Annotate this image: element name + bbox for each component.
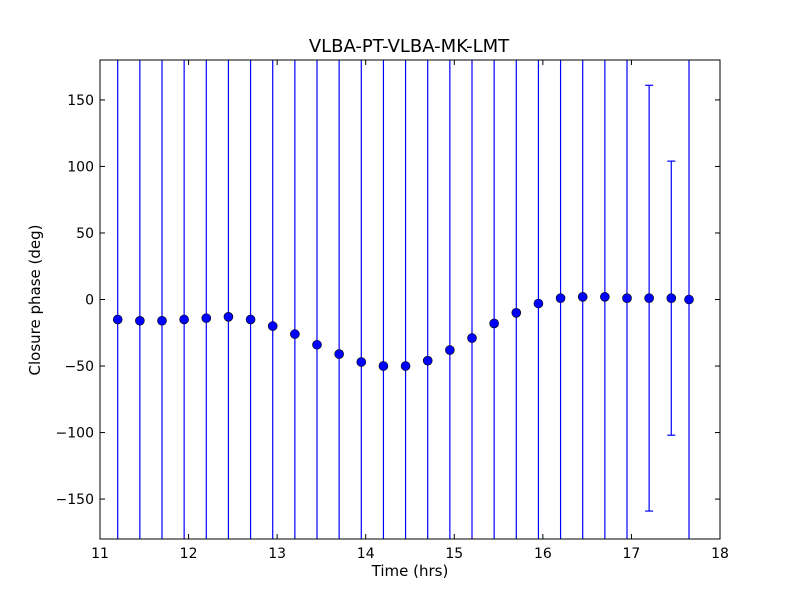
- data-point: [201, 313, 212, 323]
- data-point: [157, 315, 167, 326]
- x-tick-label: 16: [534, 546, 552, 562]
- y-tick-label: −150: [56, 492, 94, 508]
- y-tick-label: −100: [56, 426, 94, 442]
- data-point: [533, 298, 544, 309]
- y-tick-label: −50: [64, 359, 94, 375]
- data-point: [511, 308, 522, 318]
- data-point: [422, 355, 433, 366]
- data-point: [312, 339, 322, 350]
- data-point: [555, 293, 566, 303]
- data-point: [600, 292, 610, 302]
- data-point: [290, 329, 300, 339]
- data-point: [622, 293, 632, 303]
- data-point: [400, 361, 411, 371]
- x-tick-label: 14: [357, 546, 375, 562]
- y-tick-label: 0: [85, 293, 94, 309]
- plot-area: [112, 60, 694, 539]
- y-tick-label: 150: [67, 93, 94, 109]
- x-axis-label: Time (hrs): [371, 562, 449, 580]
- data-point: [378, 361, 389, 371]
- data-point: [467, 333, 477, 343]
- data-point: [356, 357, 367, 367]
- data-point: [577, 292, 588, 302]
- data-point: [334, 349, 344, 359]
- axes-layer: 11 12 13 14 15 16 17 18 −150 −100 −50 0 50 100 150: [56, 59, 729, 562]
- data-point: [223, 311, 234, 322]
- data-point: [666, 293, 677, 303]
- y-tick-label: 50: [76, 226, 94, 242]
- y-tick-label: 100: [67, 159, 94, 175]
- x-tick-label: 12: [180, 546, 198, 562]
- chart-title: VLBA-PT-VLBA-MK-LMT: [309, 36, 510, 57]
- data-point: [267, 321, 278, 331]
- y-axis-label: Closure phase (deg): [26, 225, 44, 376]
- data-point: [684, 294, 694, 305]
- data-point: [445, 345, 455, 355]
- x-tick-label: 17: [623, 546, 641, 562]
- x-tick-label: 13: [268, 546, 286, 562]
- data-point: [489, 318, 499, 329]
- data-point: [112, 314, 123, 325]
- x-tick-label: 18: [711, 546, 729, 562]
- plot-layer: [112, 60, 694, 539]
- data-point: [644, 293, 654, 303]
- data-point: [179, 314, 189, 325]
- x-tick-label: 15: [445, 546, 463, 562]
- data-point: [245, 314, 256, 325]
- x-tick-label: 11: [91, 546, 109, 562]
- data-point: [135, 315, 145, 326]
